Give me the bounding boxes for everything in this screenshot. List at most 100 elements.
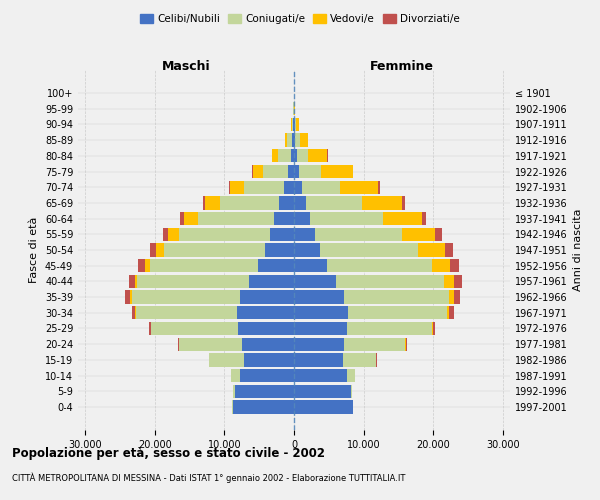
- Bar: [278, 149, 290, 162]
- Bar: [445, 244, 453, 256]
- Bar: [308, 149, 328, 162]
- Bar: [294, 290, 344, 304]
- Bar: [198, 212, 274, 226]
- Bar: [321, 165, 353, 178]
- Bar: [340, 180, 379, 194]
- Bar: [328, 259, 432, 272]
- Y-axis label: Fasce di età: Fasce di età: [29, 217, 39, 283]
- Bar: [294, 353, 343, 366]
- Bar: [265, 244, 294, 256]
- Bar: [449, 306, 454, 320]
- Bar: [209, 353, 244, 366]
- Bar: [296, 118, 299, 131]
- Bar: [432, 322, 433, 335]
- Bar: [184, 212, 198, 226]
- Bar: [306, 196, 362, 209]
- Bar: [203, 196, 205, 209]
- Bar: [294, 306, 349, 320]
- Bar: [178, 338, 179, 351]
- Bar: [285, 134, 287, 147]
- Bar: [179, 338, 242, 351]
- Bar: [320, 244, 418, 256]
- Bar: [163, 228, 168, 241]
- Bar: [290, 149, 294, 162]
- Bar: [294, 134, 295, 147]
- Bar: [432, 259, 450, 272]
- Bar: [295, 118, 296, 131]
- Bar: [343, 353, 376, 366]
- Bar: [296, 149, 308, 162]
- Bar: [294, 165, 299, 178]
- Bar: [233, 400, 294, 413]
- Bar: [229, 180, 230, 194]
- Bar: [258, 259, 294, 272]
- Bar: [239, 290, 294, 304]
- Bar: [150, 259, 258, 272]
- Bar: [288, 165, 294, 178]
- Bar: [287, 134, 292, 147]
- Bar: [280, 196, 294, 209]
- Text: Popolazione per età, sesso e stato civile - 2002: Popolazione per età, sesso e stato civil…: [12, 448, 325, 460]
- Bar: [238, 322, 294, 335]
- Bar: [362, 196, 402, 209]
- Bar: [263, 165, 288, 178]
- Bar: [402, 196, 405, 209]
- Bar: [344, 338, 406, 351]
- Bar: [231, 369, 239, 382]
- Bar: [150, 244, 156, 256]
- Bar: [454, 274, 462, 288]
- Bar: [164, 244, 265, 256]
- Bar: [294, 118, 295, 131]
- Bar: [310, 212, 383, 226]
- Bar: [406, 338, 407, 351]
- Bar: [168, 228, 179, 241]
- Bar: [449, 290, 454, 304]
- Bar: [130, 290, 131, 304]
- Bar: [444, 274, 454, 288]
- Bar: [244, 180, 284, 194]
- Bar: [336, 274, 444, 288]
- Bar: [233, 384, 235, 398]
- Bar: [156, 244, 164, 256]
- Bar: [235, 384, 294, 398]
- Bar: [294, 322, 347, 335]
- Bar: [402, 228, 436, 241]
- Text: CITTÀ METROPOLITANA DI MESSINA - Dati ISTAT 1° gennaio 2002 - Elaborazione TUTTI: CITTÀ METROPOLITANA DI MESSINA - Dati IS…: [12, 472, 406, 483]
- Bar: [422, 212, 427, 226]
- Bar: [349, 306, 447, 320]
- Bar: [131, 290, 239, 304]
- Bar: [149, 322, 151, 335]
- Bar: [230, 180, 244, 194]
- Bar: [383, 212, 422, 226]
- Bar: [433, 322, 436, 335]
- Bar: [315, 228, 402, 241]
- Bar: [128, 274, 135, 288]
- Bar: [295, 134, 299, 147]
- Bar: [299, 134, 308, 147]
- Bar: [379, 180, 380, 194]
- Bar: [294, 180, 302, 194]
- Bar: [294, 244, 320, 256]
- Bar: [205, 196, 220, 209]
- Bar: [294, 274, 336, 288]
- Bar: [138, 259, 145, 272]
- Bar: [418, 244, 445, 256]
- Bar: [294, 384, 351, 398]
- Bar: [135, 274, 137, 288]
- Bar: [294, 400, 353, 413]
- Bar: [181, 212, 184, 226]
- Bar: [249, 274, 294, 288]
- Bar: [347, 322, 432, 335]
- Bar: [137, 274, 249, 288]
- Bar: [253, 165, 263, 178]
- Bar: [242, 338, 294, 351]
- Bar: [151, 322, 238, 335]
- Bar: [450, 259, 459, 272]
- Bar: [302, 180, 340, 194]
- Bar: [292, 134, 294, 147]
- Bar: [274, 212, 294, 226]
- Bar: [179, 228, 269, 241]
- Bar: [454, 290, 460, 304]
- Bar: [351, 384, 352, 398]
- Bar: [436, 228, 442, 241]
